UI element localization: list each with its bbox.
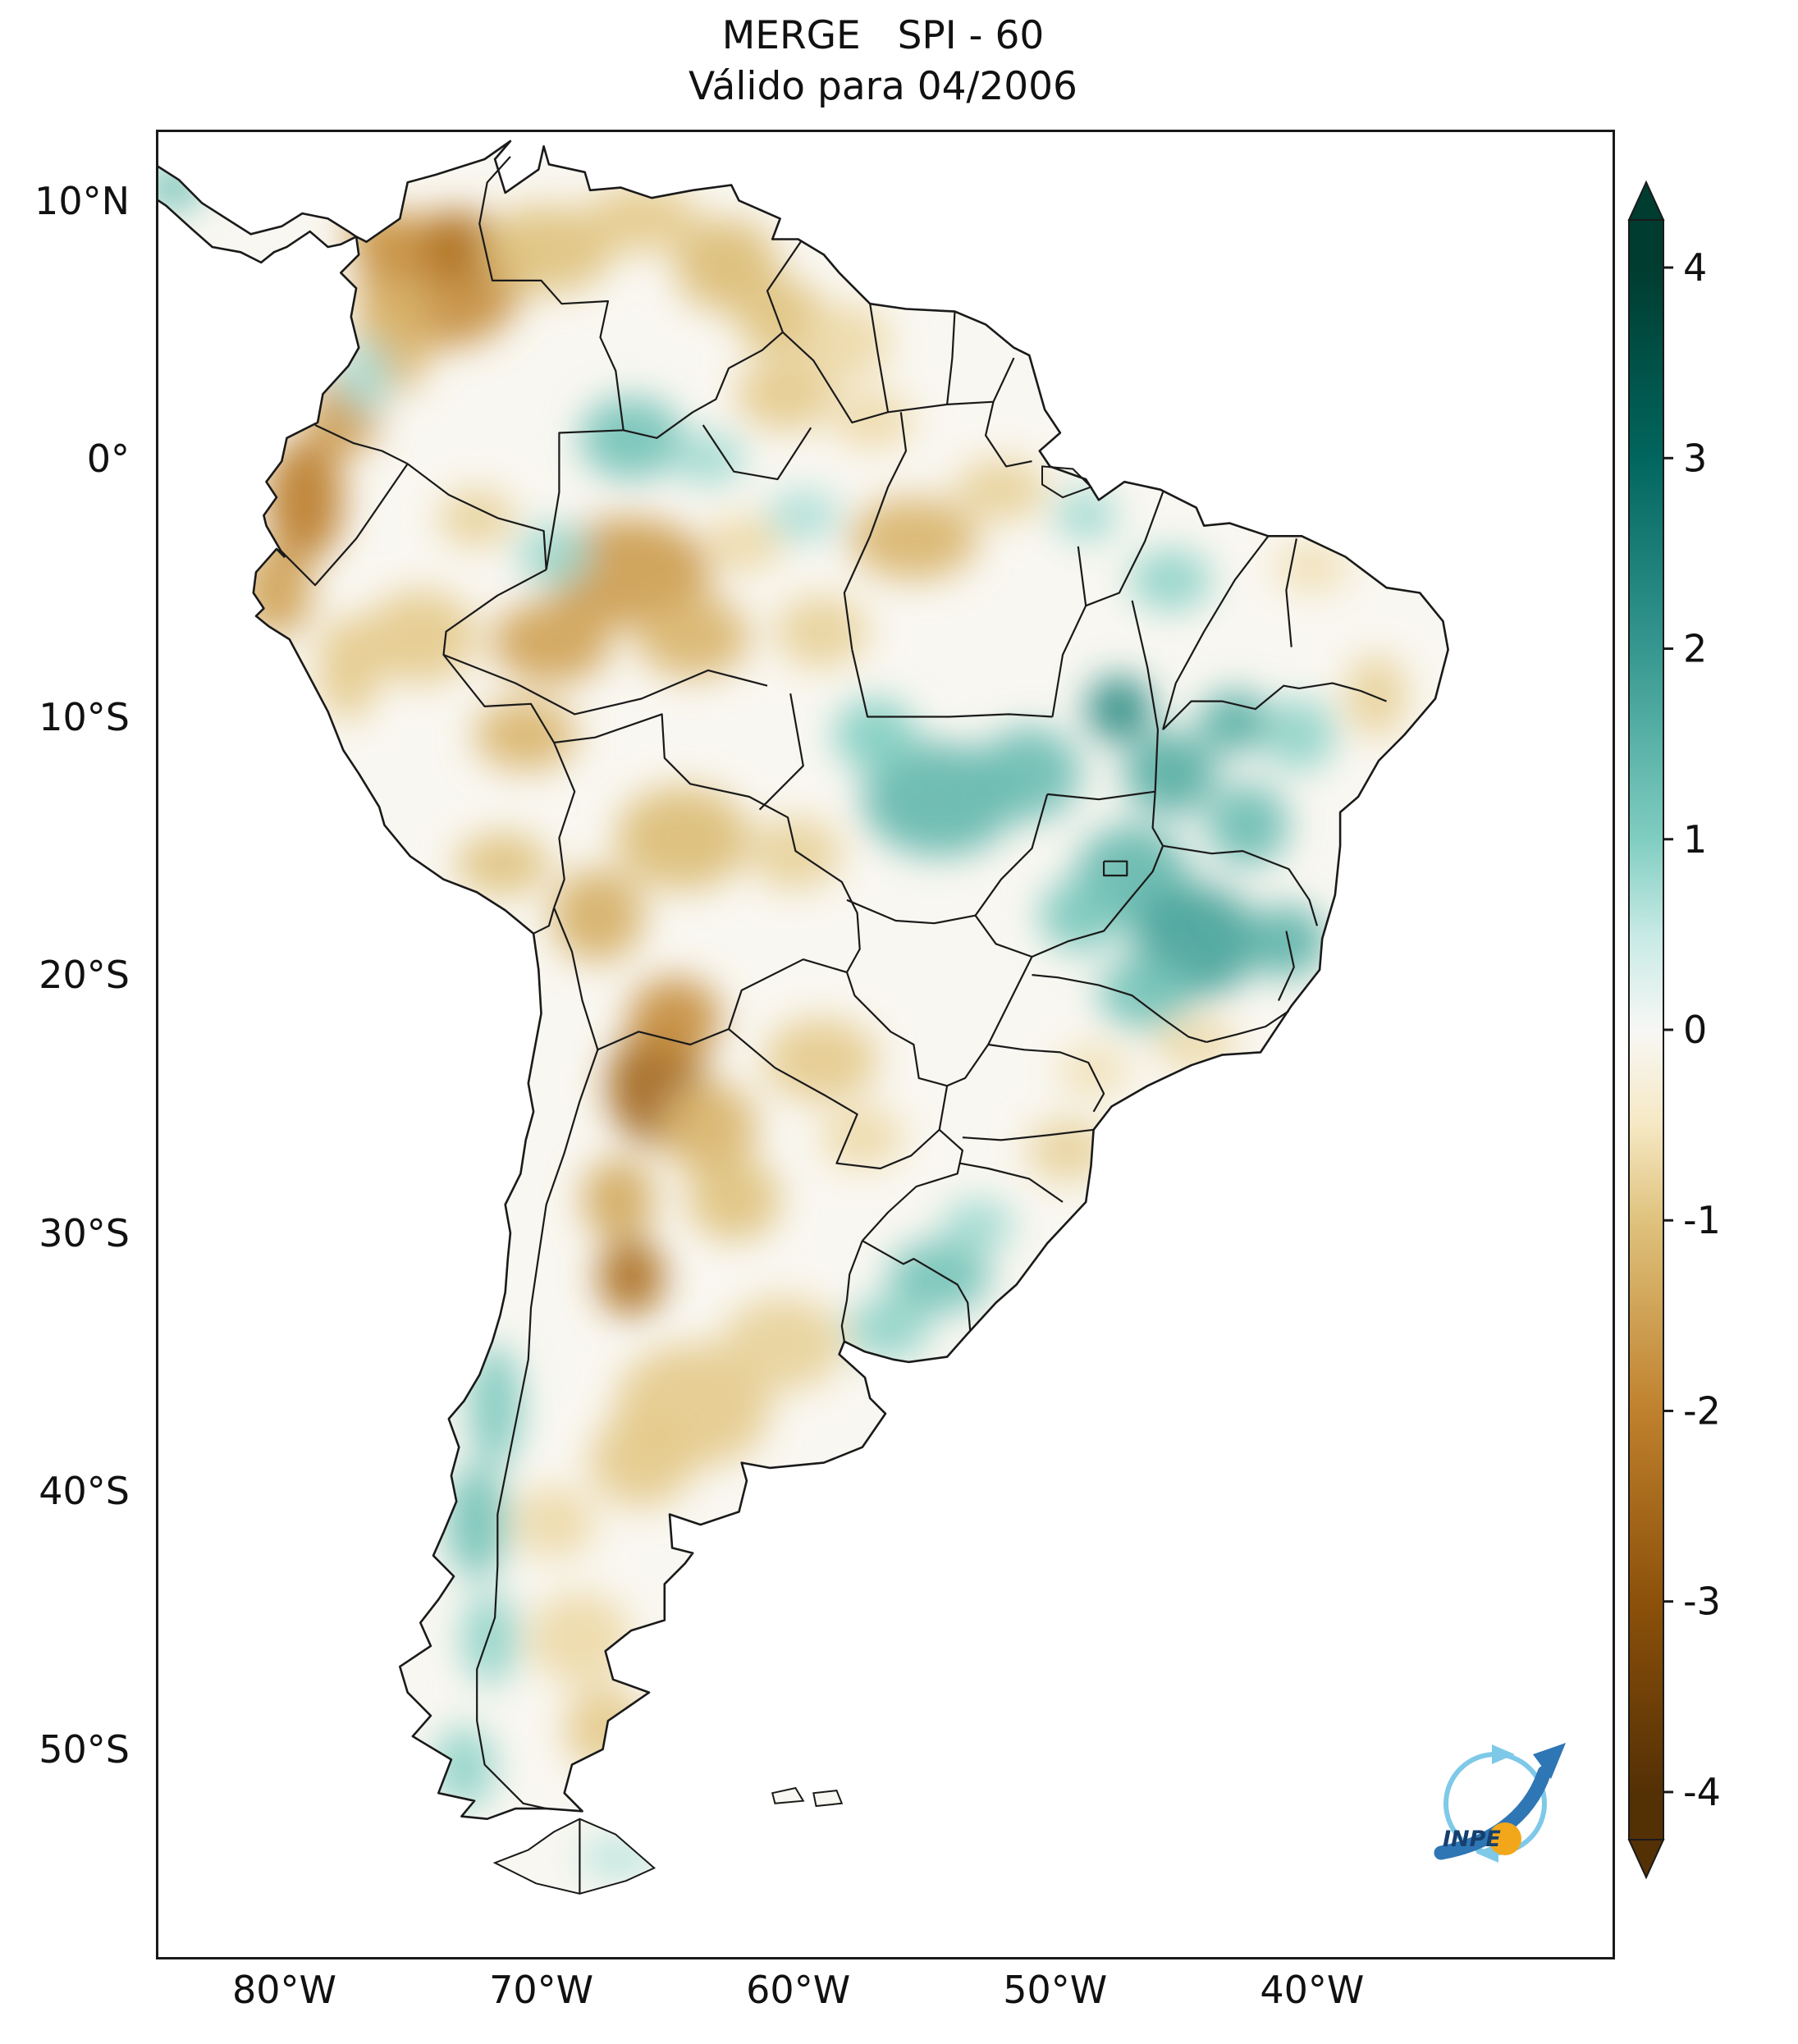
colorbar-tick-label: -4 — [1683, 1770, 1721, 1814]
colorbar-tick-label: 0 — [1683, 1008, 1707, 1052]
lat-tick-label: 40°S — [39, 1469, 130, 1514]
chart-title: MERGE SPI - 60 — [721, 13, 1045, 58]
logo-swirl-arrowhead-icon — [1492, 1744, 1515, 1764]
lon-tick-label: 40°W — [1260, 1968, 1365, 2012]
colorbar-tick-label: 3 — [1683, 436, 1707, 480]
logo-arrowhead-icon — [1533, 1743, 1566, 1779]
colorbar-tick-label: 4 — [1683, 245, 1707, 290]
colorbar-tick-label: -2 — [1683, 1388, 1721, 1433]
lat-tick-label: 10°N — [34, 178, 130, 223]
map-plot-area — [156, 130, 1615, 1959]
lon-tick-label: 50°W — [1003, 1968, 1108, 2012]
inpe-logo: INPE — [1434, 1743, 1566, 1863]
logo-orange-ball-icon — [1489, 1822, 1521, 1855]
logo-text: INPE — [1443, 1827, 1501, 1852]
lat-tick-label: 0° — [86, 437, 130, 482]
lat-tick-label: 10°S — [39, 694, 130, 739]
lat-tick-label: 50°S — [39, 1726, 130, 1772]
colorbar-tick-label: 2 — [1683, 627, 1707, 671]
lat-tick-label: 30°S — [39, 1210, 130, 1255]
colorbar-tick-label: 1 — [1683, 817, 1707, 862]
lon-tick-label: 70°W — [489, 1968, 594, 2012]
south-america-spi-map — [158, 132, 1613, 1957]
colorbar: 4 3 2 1 0 -1 -2 -3 -4 — [1627, 180, 1721, 1880]
colorbar-tick-label: -3 — [1683, 1580, 1721, 1624]
colorbar-tick-label: -1 — [1683, 1198, 1721, 1242]
lon-tick-label: 80°W — [232, 1968, 337, 2012]
chart-subtitle: Válido para 04/2006 — [689, 64, 1077, 109]
lat-tick-label: 20°S — [39, 953, 130, 998]
lon-tick-label: 60°W — [746, 1968, 851, 2012]
